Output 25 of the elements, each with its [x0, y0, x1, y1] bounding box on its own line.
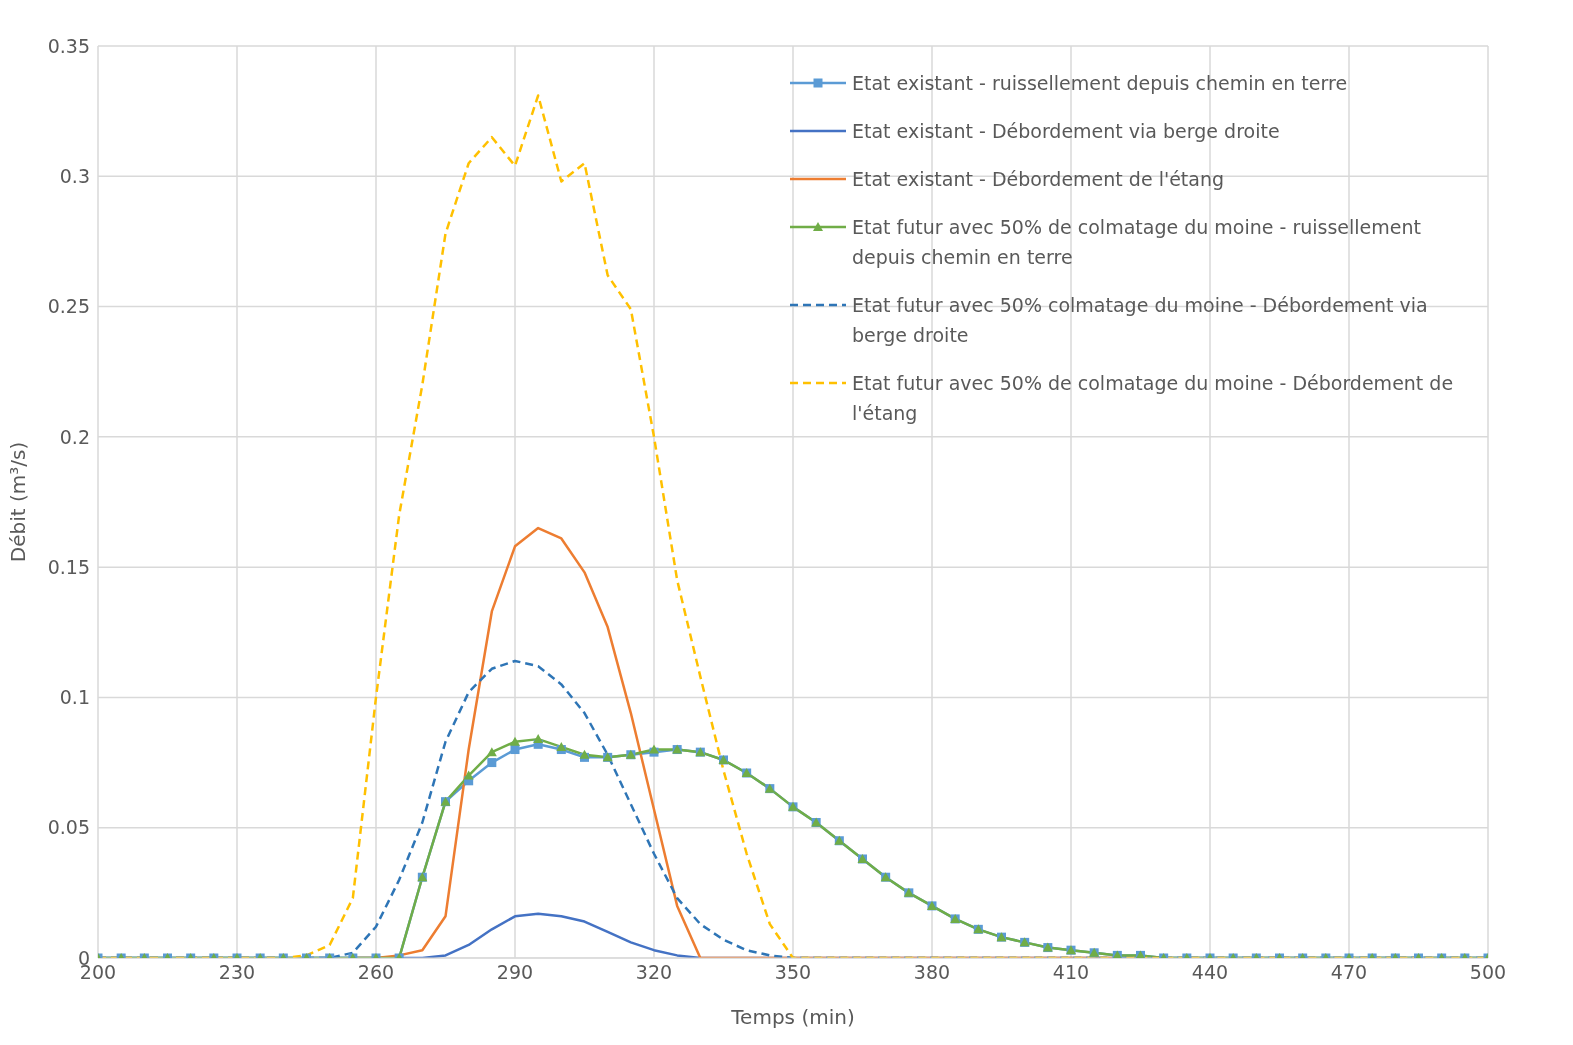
y-axis-title: Débit (m³/s): [6, 441, 31, 563]
legend-label: Etat futur avec 50% de colmatage du moine - Débordement de l'étang: [852, 371, 1455, 426]
legend-label: Etat existant - Débordement via berge droite: [852, 119, 1280, 144]
y-tick-label: 0.15: [47, 555, 90, 578]
legend-label: Etat existant - Débordement de l'étang: [852, 167, 1225, 192]
y-tick-label: 0.3: [59, 165, 90, 188]
x-tick-label: 500: [1469, 961, 1507, 984]
x-tick-label: 470: [1330, 961, 1368, 984]
x-tick-label: 440: [1191, 961, 1229, 984]
y-tick-label: 0.25: [47, 295, 90, 318]
x-tick-label: 320: [635, 961, 673, 984]
x-tick-label: 290: [496, 961, 534, 984]
y-tick-label: 0.05: [47, 816, 90, 839]
x-tick-label: 230: [218, 961, 256, 984]
legend-label: Etat futur avec 50% de colmatage du moine - ruissellement depuis chemin en terre: [852, 215, 1422, 270]
x-tick-label: 260: [357, 961, 395, 984]
x-axis-title: Temps (min): [730, 1005, 855, 1029]
y-tick-label: 0.1: [59, 686, 90, 709]
y-tick-label: 0.2: [59, 425, 90, 448]
x-tick-label: 380: [913, 961, 951, 984]
legend-label: Etat futur avec 50% colmatage du moine - Débordement via berge droite: [852, 293, 1429, 348]
x-tick-label: 350: [774, 961, 812, 984]
legend-label: Etat existant - ruissellement depuis chemin en terre: [852, 71, 1348, 96]
x-tick-label: 410: [1052, 961, 1090, 984]
y-tick-label: 0.35: [47, 34, 90, 57]
